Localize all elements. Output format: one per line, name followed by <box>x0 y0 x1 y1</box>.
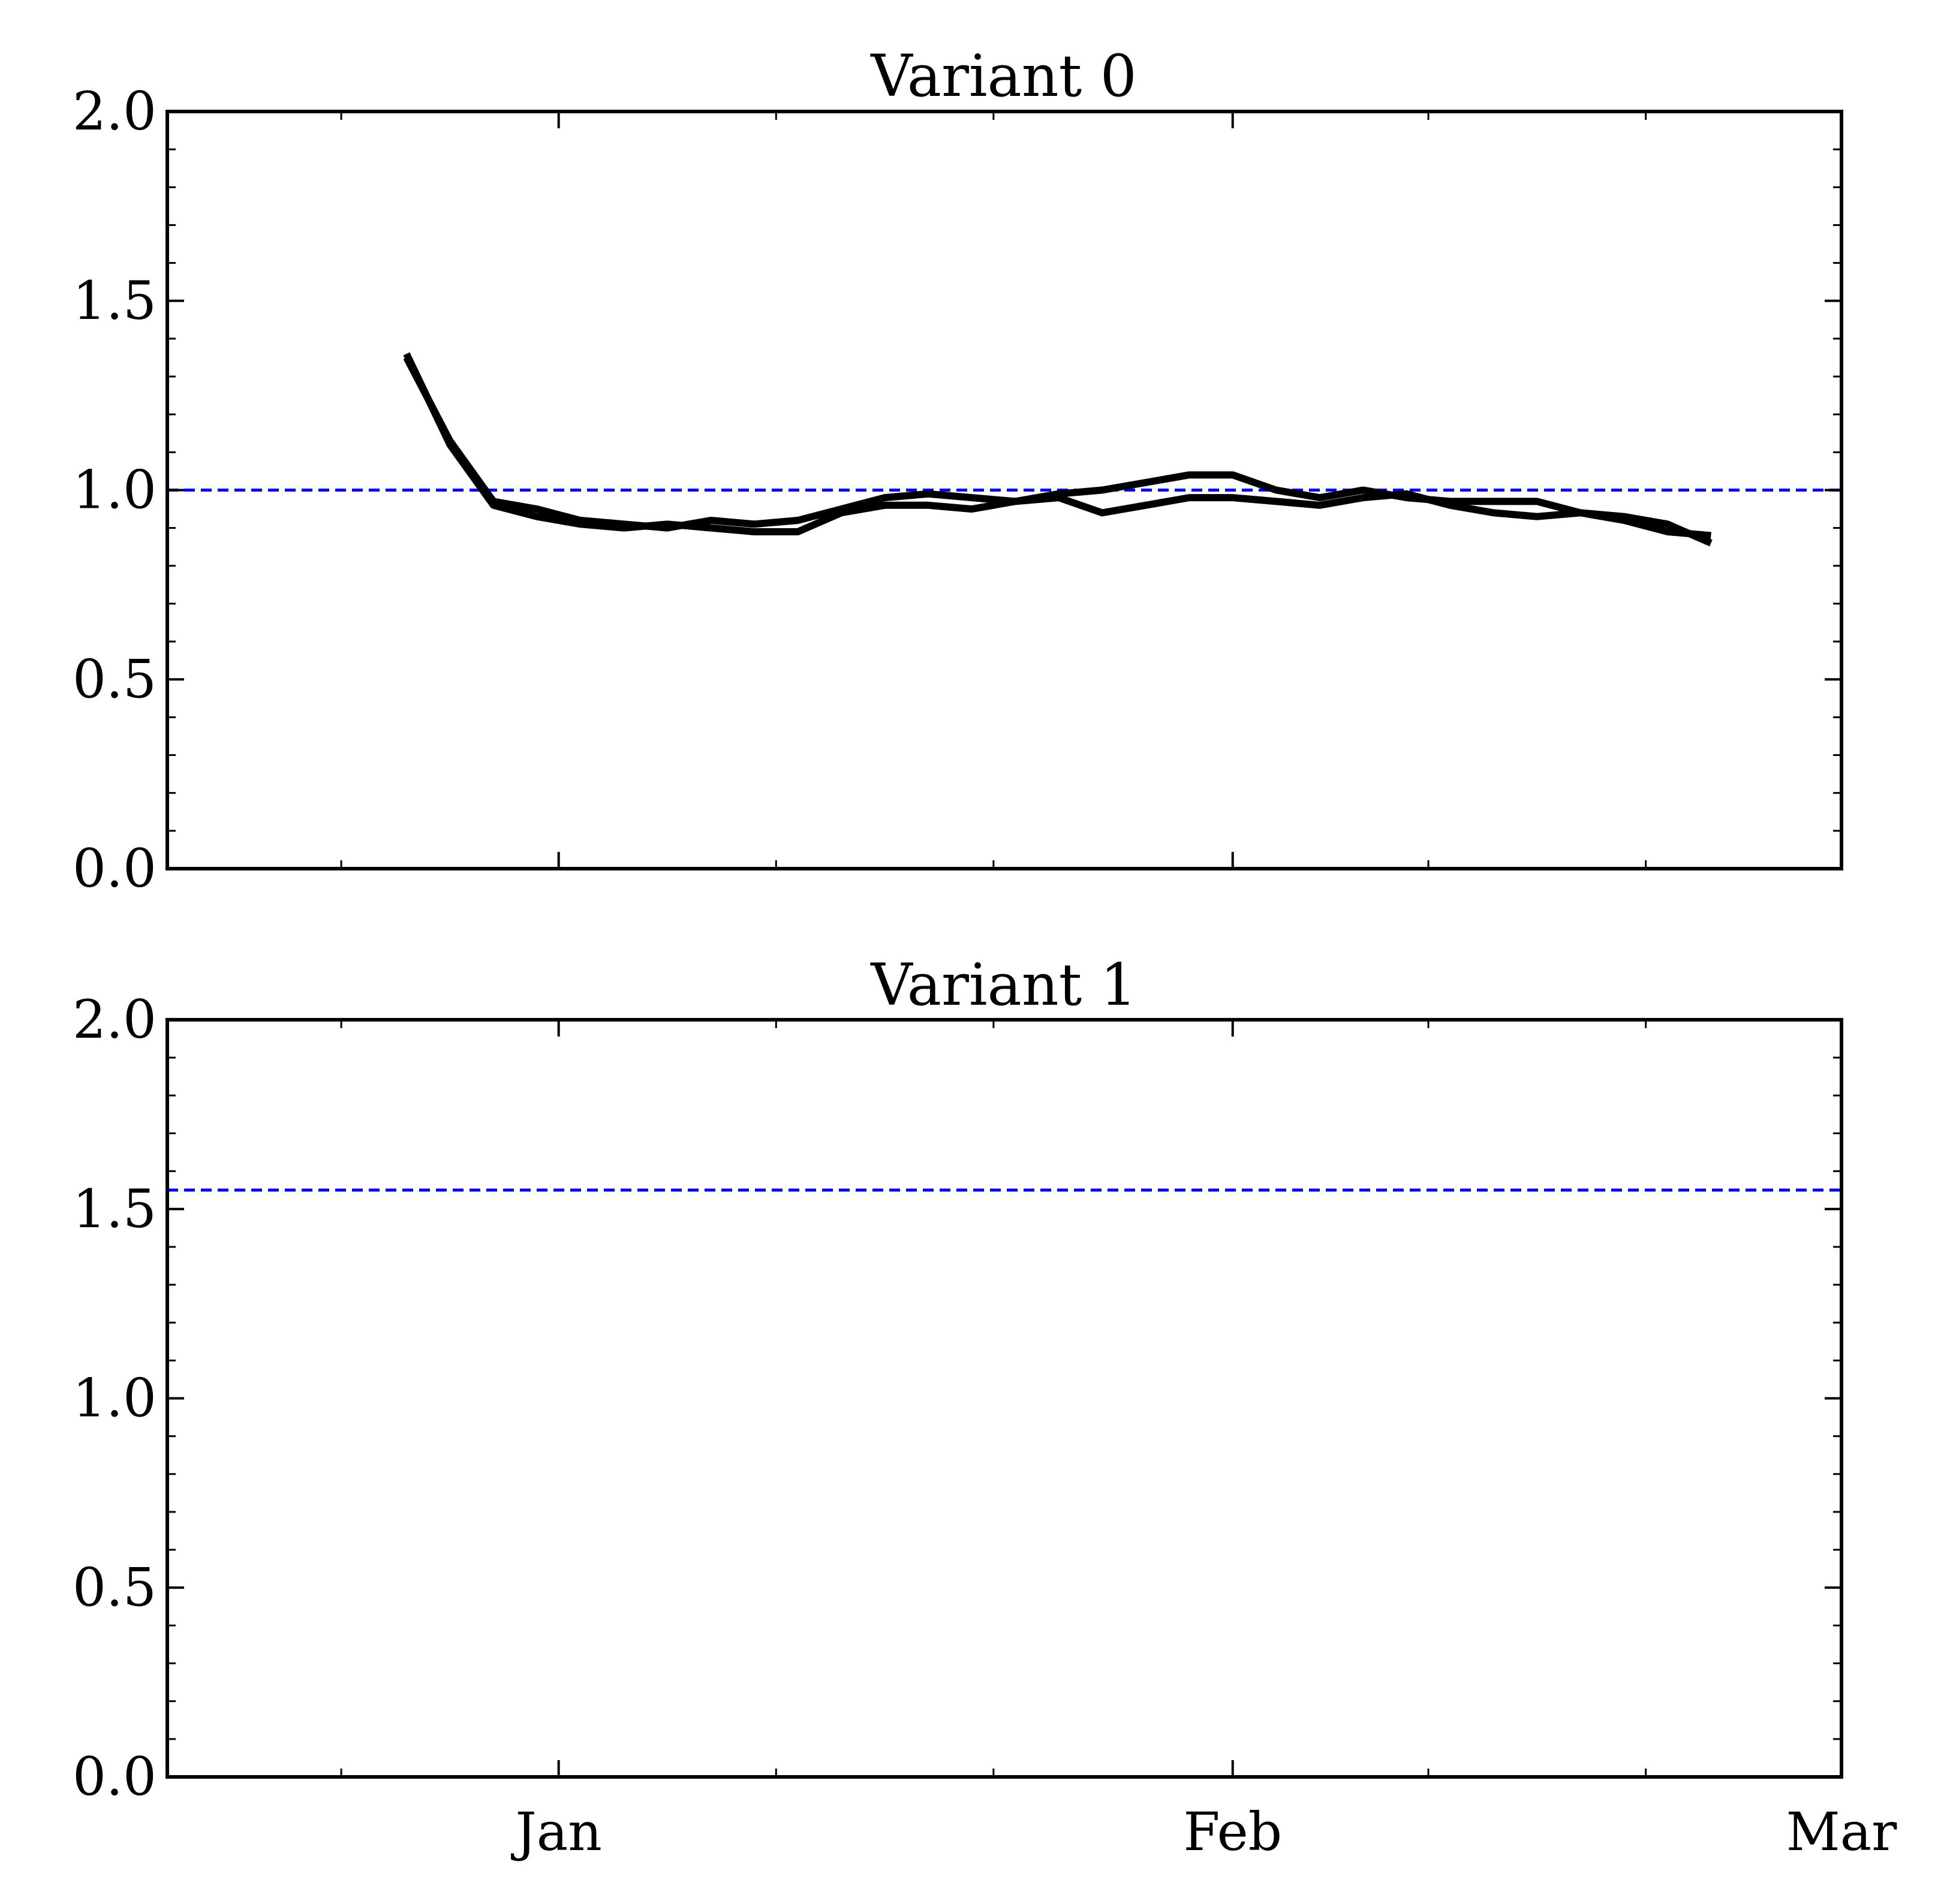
chart-panel-variant-1: Variant 1 0.0 0.5 1.0 1.5 2.0 Jan Feb Mar <box>73 951 1897 1863</box>
y-axis: 0.0 0.5 1.0 1.5 2.0 <box>73 80 1841 899</box>
y-tick-label: 0.0 <box>73 837 157 899</box>
chart-panel-variant-0: Variant 0 0.0 0.5 1.0 1.5 2.0 <box>73 43 1843 899</box>
y-tick-label: 0.0 <box>73 1746 157 1807</box>
y-tick-label: 2.0 <box>73 989 157 1050</box>
y-tick-label: 1.5 <box>73 1178 157 1240</box>
x-tick-label: Mar <box>1786 1801 1898 1863</box>
x-tick-label: Jan <box>510 1801 601 1863</box>
x-tick-label: Feb <box>1183 1801 1282 1863</box>
y-tick-label: 1.5 <box>73 270 157 332</box>
x-axis <box>340 112 1843 869</box>
y-tick-label: 0.5 <box>73 1556 157 1618</box>
y-tick-label: 2.0 <box>73 80 157 142</box>
y-axis: 0.0 0.5 1.0 1.5 2.0 <box>73 989 1841 1807</box>
y-tick-label: 0.5 <box>73 648 157 710</box>
chart-title: Variant 1 <box>870 951 1137 1019</box>
chart-title: Variant 0 <box>870 43 1137 110</box>
y-tick-label: 1.0 <box>73 459 157 521</box>
series-line-0 <box>403 352 1713 547</box>
series-layer <box>403 352 1713 547</box>
x-axis: Jan Feb Mar <box>340 1020 1898 1863</box>
series-line-1 <box>403 356 1711 540</box>
y-tick-label: 1.0 <box>73 1367 157 1429</box>
